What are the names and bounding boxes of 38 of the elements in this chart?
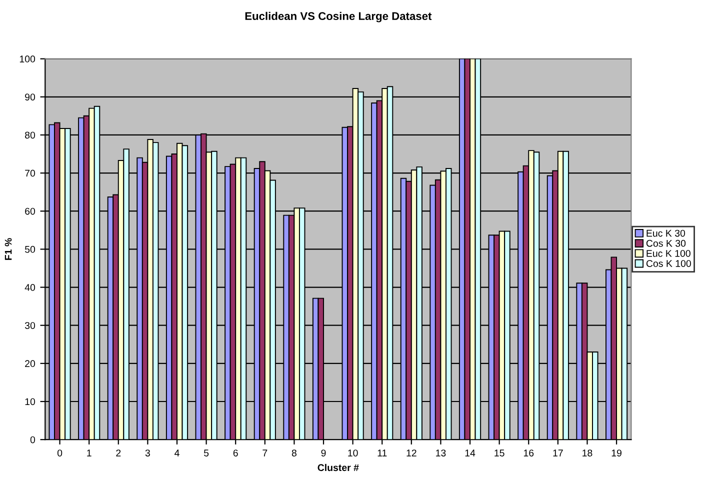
x-tick-label: 2 bbox=[116, 450, 121, 456]
x-tick-label: 19 bbox=[612, 450, 622, 456]
legend-label: Euc K 100 bbox=[646, 250, 690, 257]
x-tick-label: 3 bbox=[145, 450, 150, 456]
x-tick-label: 15 bbox=[494, 450, 504, 456]
x-axis-title: Cluster # bbox=[318, 464, 359, 472]
x-tick-label: 18 bbox=[582, 450, 592, 456]
y-axis-title: F1 % bbox=[4, 238, 12, 260]
x-tick-label: 8 bbox=[292, 450, 296, 456]
x-tick-label: 0 bbox=[57, 450, 62, 456]
y-tick-label: 80 bbox=[25, 132, 36, 139]
x-tick-label: 10 bbox=[348, 450, 358, 456]
legend-label: Cos K 30 bbox=[646, 240, 686, 247]
x-tick-label: 12 bbox=[406, 450, 416, 456]
legend-label: Euc K 30 bbox=[646, 230, 686, 237]
x-tick-label: 11 bbox=[378, 450, 387, 456]
y-tick-label: 0 bbox=[30, 436, 36, 444]
x-tick-label: 4 bbox=[174, 450, 180, 456]
x-tick-label: 6 bbox=[233, 450, 238, 456]
x-tick-label: 14 bbox=[465, 450, 476, 456]
x-tick-label: 13 bbox=[436, 450, 446, 456]
y-tick-label: 70 bbox=[25, 170, 36, 177]
y-tick-label: 20 bbox=[25, 360, 36, 368]
x-tick-label: 7 bbox=[262, 450, 268, 456]
y-tick-label: 100 bbox=[20, 56, 36, 62]
x-tick-label: 5 bbox=[204, 450, 209, 456]
chart-title: Euclidean VS Cosine Large Dataset bbox=[245, 12, 432, 22]
y-tick-label: 90 bbox=[25, 94, 36, 100]
legend-label: Cos K 100 bbox=[646, 260, 691, 267]
y-tick-label: 40 bbox=[24, 284, 36, 291]
x-tick-label: 1 bbox=[87, 450, 92, 456]
y-tick-label: 50 bbox=[24, 246, 36, 253]
y-tick-label: 60 bbox=[25, 208, 36, 215]
y-tick-label: 30 bbox=[24, 322, 36, 329]
x-tick-label: 17 bbox=[553, 450, 563, 456]
y-tick-label: 10 bbox=[25, 398, 36, 406]
x-tick-label: 16 bbox=[524, 450, 534, 456]
x-tick-label: 9 bbox=[321, 450, 326, 456]
